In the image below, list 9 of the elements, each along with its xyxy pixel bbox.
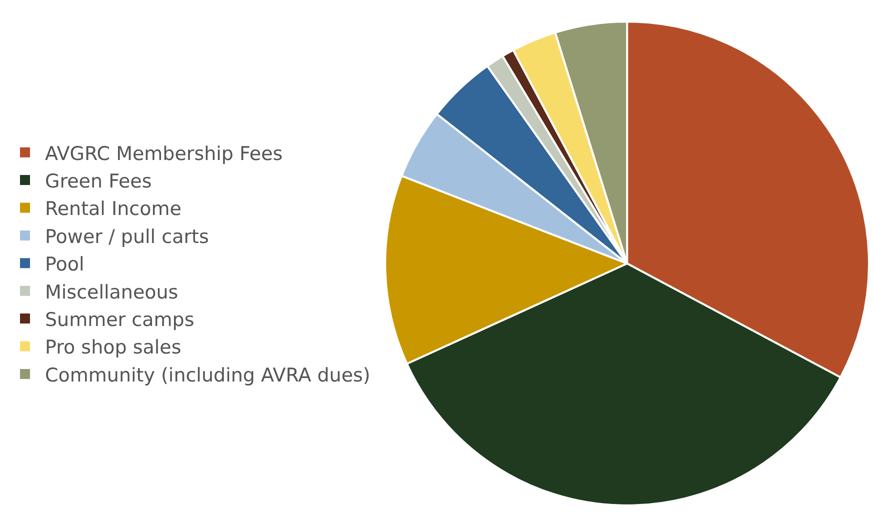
legend-label: AVGRC Membership Fees: [45, 142, 283, 165]
legend-label: Rental Income: [45, 198, 182, 220]
legend-label: Community (including AVRA dues): [45, 364, 370, 386]
legend-label: Pro shop sales: [45, 336, 182, 359]
legend-label: Pool: [45, 254, 84, 276]
legend-label: Summer camps: [45, 308, 194, 331]
legend-label: Power / pull carts: [45, 226, 209, 248]
legend-label: Green Fees: [45, 170, 152, 192]
legend-label: Miscellaneous: [45, 281, 178, 304]
